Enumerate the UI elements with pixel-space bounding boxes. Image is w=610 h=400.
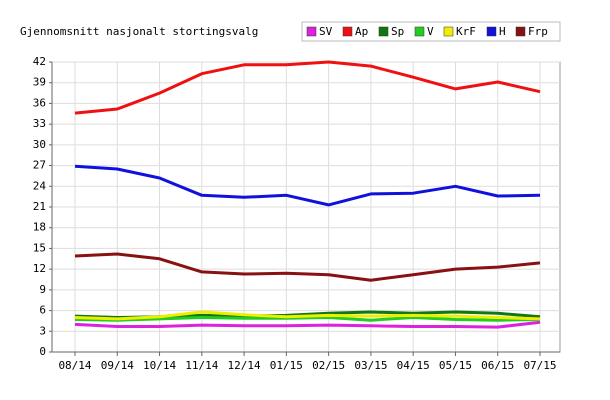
y-tick-label: 15 (33, 241, 46, 254)
x-tick-label: 09/14 (101, 359, 134, 372)
y-tick-label: 33 (33, 117, 46, 130)
y-tick-label: 9 (39, 283, 46, 296)
legend-swatch (515, 26, 526, 37)
legend-label: V (427, 25, 434, 38)
y-tick-label: 18 (33, 221, 46, 234)
series-line (74, 310, 541, 321)
legend-label: Ap (355, 25, 368, 38)
legend-label: Frp (528, 25, 548, 38)
y-tick-label: 3 (39, 324, 46, 337)
y-tick-label: 0 (39, 345, 46, 358)
legend-swatch (414, 26, 425, 37)
y-tick-label: 12 (33, 262, 46, 275)
series-line (74, 252, 541, 282)
y-tick-label: 21 (33, 200, 46, 213)
legend-swatch (378, 26, 389, 37)
x-tick-label: 06/15 (481, 359, 514, 372)
y-tick-label: 39 (33, 76, 46, 89)
y-tick-label: 24 (33, 179, 47, 192)
legend-label: KrF (456, 25, 476, 38)
legend-label: Sp (391, 25, 404, 38)
legend-label: H (499, 25, 506, 38)
legend-swatch (306, 26, 317, 37)
series-line (74, 316, 541, 322)
legend-swatch (342, 26, 353, 37)
x-tick-label: 12/14 (228, 359, 261, 372)
x-tick-label: 03/15 (354, 359, 387, 372)
x-tick-label: 08/14 (58, 359, 91, 372)
legend-swatch (486, 26, 497, 37)
y-tick-label: 27 (33, 159, 46, 172)
series-line (74, 164, 541, 207)
x-tick-label: 02/15 (312, 359, 345, 372)
x-tick-label: 07/15 (523, 359, 556, 372)
x-tick-label: 10/14 (143, 359, 176, 372)
x-tick-label: 01/15 (270, 359, 303, 372)
y-tick-label: 6 (39, 304, 46, 317)
series-line (74, 320, 541, 329)
x-tick-label: 05/15 (439, 359, 472, 372)
legend-swatch (443, 26, 454, 37)
x-tick-label: 04/15 (397, 359, 430, 372)
chart-title: Gjennomsnitt nasjonalt stortingsvalg (20, 25, 258, 38)
y-tick-label: 42 (33, 55, 46, 68)
y-tick-label: 36 (33, 96, 46, 109)
series-line (74, 60, 541, 115)
x-tick-label: 11/14 (185, 359, 218, 372)
y-tick-label: 30 (33, 138, 46, 151)
legend-label: SV (319, 25, 333, 38)
